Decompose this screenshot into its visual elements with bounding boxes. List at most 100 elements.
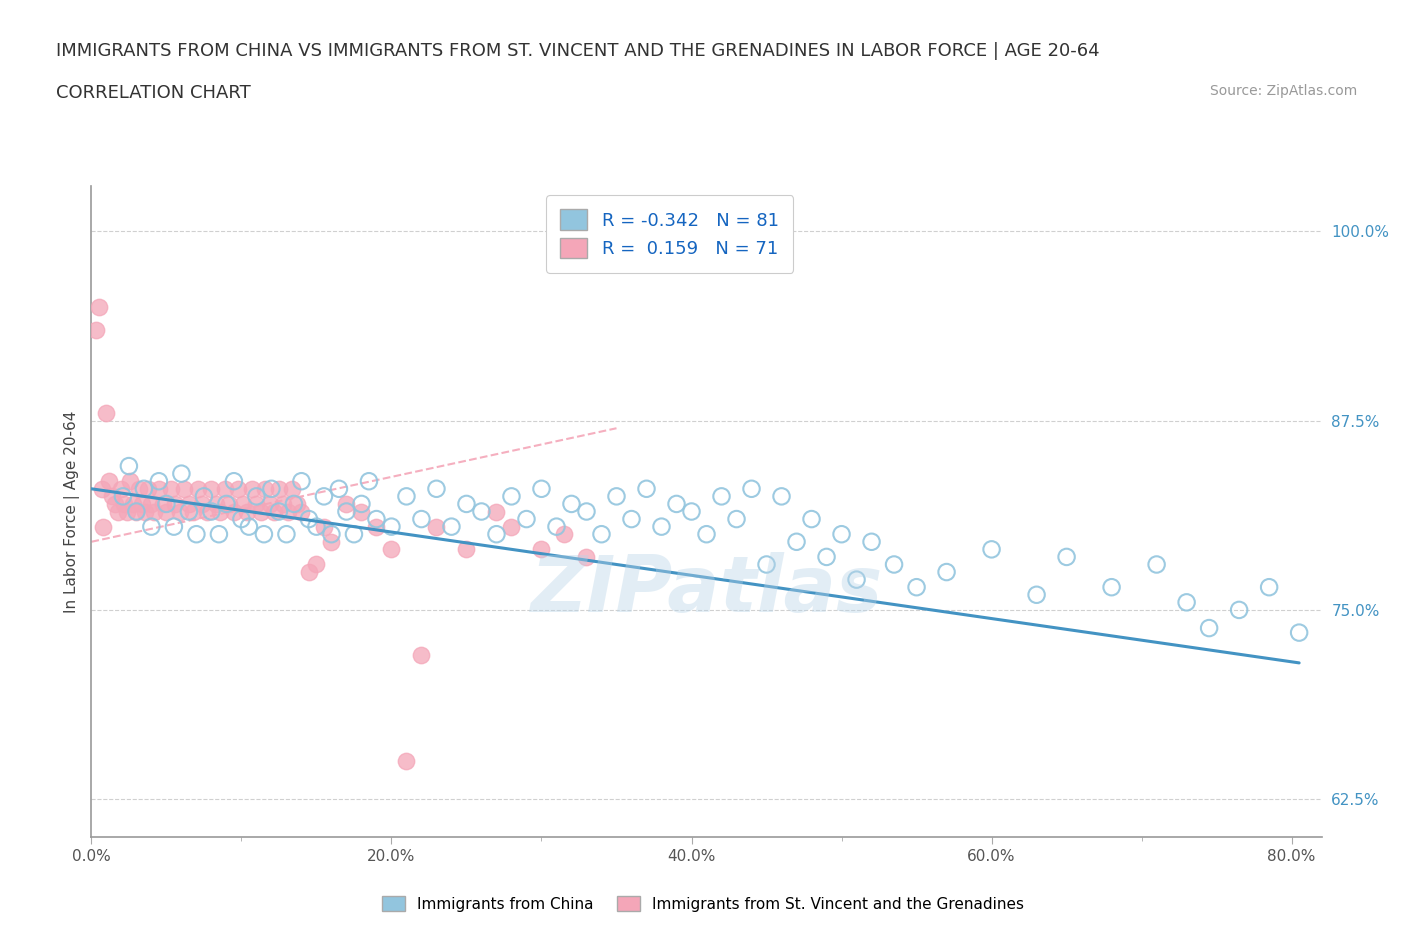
Point — [456, 542, 478, 557]
Point — [222, 504, 245, 519]
Text: ZIPatlas: ZIPatlas — [530, 551, 883, 628]
Point — [695, 526, 717, 541]
Point — [131, 497, 153, 512]
Point — [259, 497, 281, 512]
Point — [96, 405, 118, 420]
Point — [290, 504, 312, 519]
Point — [485, 526, 508, 541]
Point — [267, 504, 290, 519]
Text: IMMIGRANTS FROM CHINA VS IMMIGRANTS FROM ST. VINCENT AND THE GRENADINES IN LABOR: IMMIGRANTS FROM CHINA VS IMMIGRANTS FROM… — [56, 42, 1099, 60]
Point — [395, 754, 418, 769]
Point — [470, 504, 492, 519]
Point — [222, 473, 245, 488]
Point — [440, 519, 463, 534]
Point — [905, 579, 928, 594]
Point — [231, 512, 253, 526]
Point — [120, 473, 142, 488]
Point — [575, 504, 598, 519]
Point — [253, 526, 276, 541]
Point — [125, 504, 148, 519]
Point — [84, 323, 107, 338]
Point — [681, 504, 703, 519]
Point — [285, 497, 308, 512]
Point — [273, 497, 295, 512]
Point — [290, 473, 312, 488]
Point — [425, 519, 447, 534]
Point — [800, 512, 823, 526]
Point — [208, 526, 231, 541]
Text: Source: ZipAtlas.com: Source: ZipAtlas.com — [1209, 84, 1357, 98]
Point — [160, 482, 183, 497]
Point — [395, 489, 418, 504]
Point — [1198, 620, 1220, 635]
Point — [770, 489, 793, 504]
Point — [250, 504, 273, 519]
Point — [205, 497, 228, 512]
Point — [276, 526, 298, 541]
Point — [128, 482, 150, 497]
Point — [425, 482, 447, 497]
Point — [141, 497, 163, 512]
Text: CORRELATION CHART: CORRELATION CHART — [56, 84, 252, 101]
Point — [305, 557, 328, 572]
Point — [195, 504, 218, 519]
Point — [209, 504, 232, 519]
Point — [238, 519, 260, 534]
Point — [110, 482, 132, 497]
Point — [148, 482, 170, 497]
Point — [831, 526, 853, 541]
Legend: R = -0.342   N = 81, R =  0.159   N = 71: R = -0.342 N = 81, R = 0.159 N = 71 — [546, 195, 793, 272]
Point — [177, 504, 200, 519]
Point — [187, 482, 209, 497]
Point — [591, 526, 613, 541]
Point — [98, 473, 121, 488]
Point — [298, 565, 321, 579]
Point — [312, 489, 335, 504]
Point — [93, 519, 115, 534]
Point — [298, 512, 321, 526]
Point — [143, 504, 166, 519]
Point — [267, 482, 290, 497]
Point — [200, 504, 222, 519]
Point — [117, 504, 139, 519]
Point — [152, 497, 174, 512]
Point — [501, 519, 523, 534]
Point — [1146, 557, 1168, 572]
Point — [312, 519, 335, 534]
Point — [134, 504, 156, 519]
Point — [193, 489, 215, 504]
Point — [350, 504, 373, 519]
Point — [141, 519, 163, 534]
Point — [456, 497, 478, 512]
Point — [786, 535, 808, 550]
Point — [101, 489, 124, 504]
Point — [575, 550, 598, 565]
Point — [710, 489, 733, 504]
Point — [1175, 595, 1198, 610]
Point — [380, 519, 402, 534]
Point — [366, 519, 388, 534]
Point — [980, 542, 1002, 557]
Point — [605, 489, 627, 504]
Point — [350, 497, 373, 512]
Point — [125, 504, 148, 519]
Point — [90, 482, 112, 497]
Point — [118, 458, 141, 473]
Point — [530, 482, 553, 497]
Point — [87, 299, 110, 314]
Point — [883, 557, 905, 572]
Point — [845, 572, 868, 587]
Point — [665, 497, 688, 512]
Legend: Immigrants from China, Immigrants from St. Vincent and the Grenadines: Immigrants from China, Immigrants from S… — [375, 889, 1031, 918]
Point — [155, 504, 177, 519]
Point — [183, 504, 205, 519]
Point — [215, 497, 238, 512]
Point — [170, 466, 193, 481]
Point — [228, 482, 250, 497]
Point — [263, 504, 285, 519]
Point — [530, 542, 553, 557]
Point — [328, 482, 350, 497]
Point — [305, 519, 328, 534]
Point — [104, 497, 127, 512]
Point — [169, 504, 191, 519]
